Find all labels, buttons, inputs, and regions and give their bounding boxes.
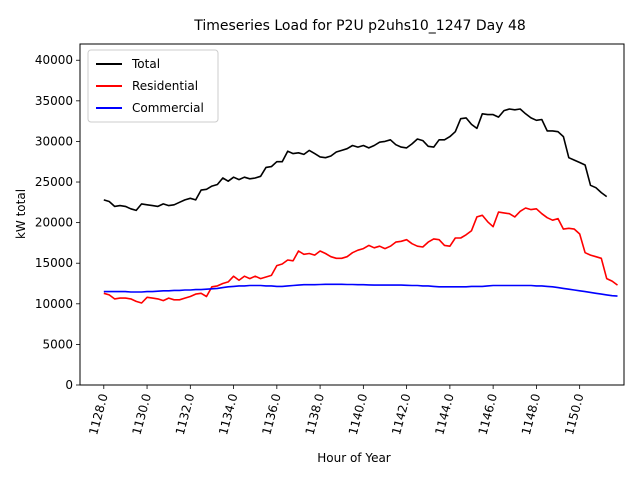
x-tick-label: 1134.0 bbox=[216, 392, 240, 436]
y-tick-label: 10000 bbox=[35, 297, 73, 311]
chart-title: Timeseries Load for P2U p2uhs10_1247 Day… bbox=[193, 18, 526, 34]
x-tick-label: 1144.0 bbox=[432, 392, 456, 436]
y-tick-label: 20000 bbox=[35, 216, 73, 230]
y-axis: 0 5000 10000 15000 20000 25000 30000 35000 40000 bbox=[35, 53, 80, 392]
y-tick-label: 5000 bbox=[42, 337, 73, 351]
x-tick-label: 1142.0 bbox=[389, 392, 413, 436]
legend: Total Residential Commercial bbox=[87, 49, 219, 123]
y-tick-label: 0 bbox=[65, 378, 73, 392]
y-tick-label: 40000 bbox=[35, 53, 73, 67]
x-tick-label: 1130.0 bbox=[130, 392, 154, 436]
legend-label-total: Total bbox=[131, 57, 160, 71]
x-axis: 1128.0 1130.0 1132.0 1134.0 1136.0 1138.0 1140… bbox=[86, 385, 587, 436]
x-tick-label: 1148.0 bbox=[519, 392, 543, 436]
series-line-commercial bbox=[103, 283, 618, 297]
x-axis-label: Hour of Year bbox=[317, 451, 391, 465]
legend-label-residential: Residential bbox=[132, 79, 198, 93]
series-line-residential bbox=[103, 207, 618, 304]
y-axis-label: kW total bbox=[14, 189, 28, 239]
legend-label-commercial: Commercial bbox=[132, 101, 204, 115]
y-tick-label: 25000 bbox=[35, 175, 73, 189]
x-tick-label: 1140.0 bbox=[346, 392, 370, 436]
y-tick-label: 15000 bbox=[35, 256, 73, 270]
x-tick-label: 1128.0 bbox=[86, 392, 110, 436]
x-tick-label: 1136.0 bbox=[259, 392, 283, 436]
x-tick-label: 1146.0 bbox=[476, 392, 500, 436]
series-line-total bbox=[103, 108, 608, 212]
plot-lines bbox=[103, 108, 618, 304]
y-tick-label: 35000 bbox=[35, 94, 73, 108]
legend-box bbox=[87, 49, 219, 123]
x-tick-label: 1138.0 bbox=[303, 392, 327, 436]
plot-frame bbox=[79, 43, 625, 386]
x-tick-label: 1150.0 bbox=[562, 392, 586, 436]
x-tick-label: 1132.0 bbox=[173, 392, 197, 436]
y-tick-label: 30000 bbox=[35, 134, 73, 148]
